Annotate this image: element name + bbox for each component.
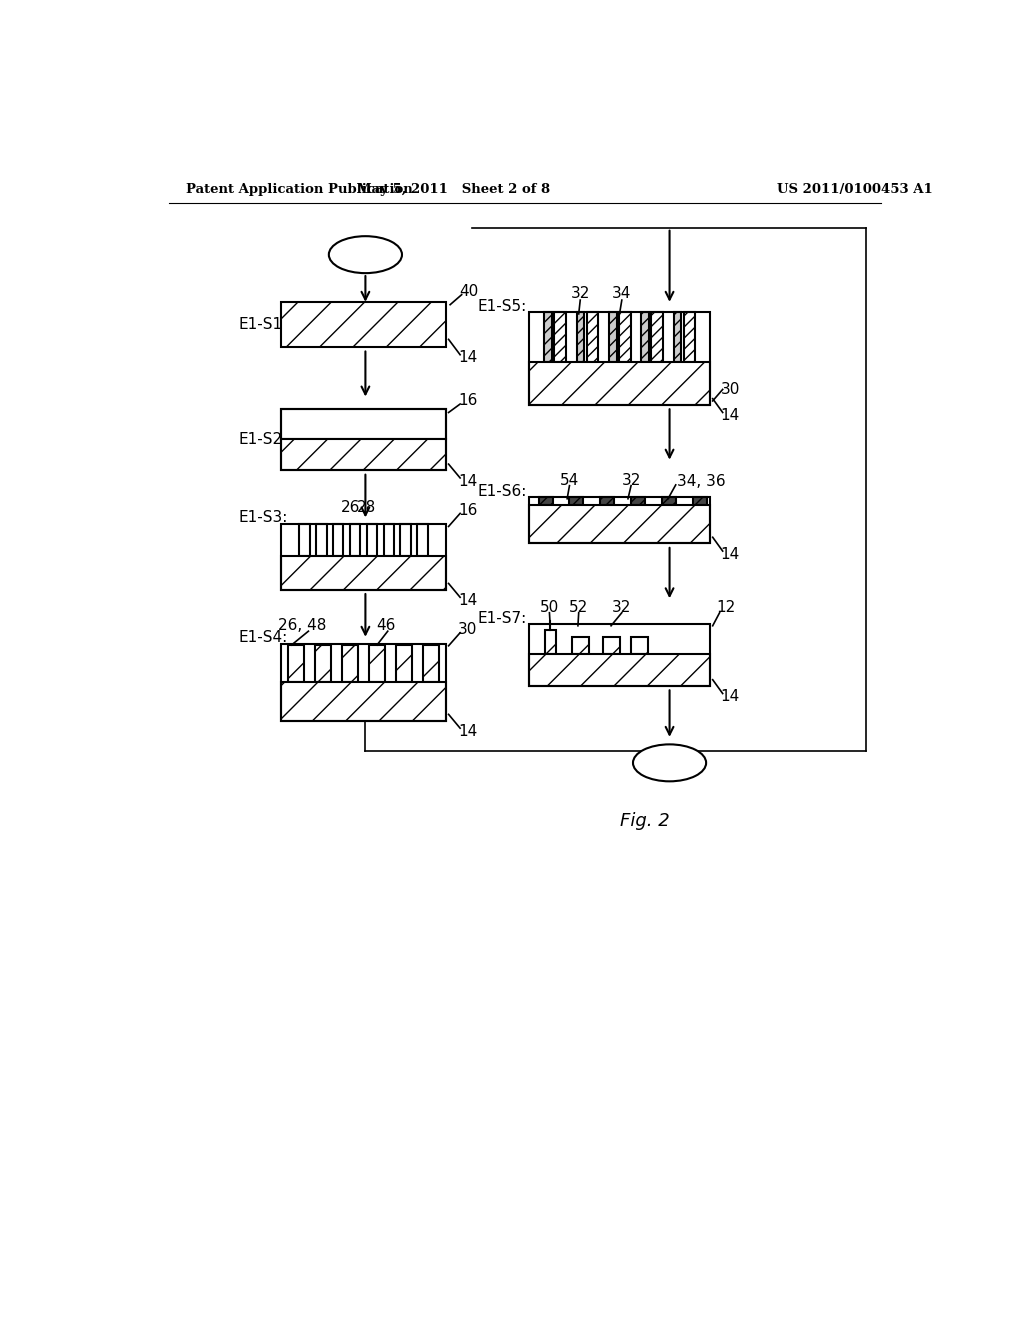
Text: 12: 12 bbox=[716, 599, 735, 615]
Text: Patent Application Publication: Patent Application Publication bbox=[186, 183, 413, 197]
Text: 32: 32 bbox=[570, 286, 590, 301]
Text: 14: 14 bbox=[458, 593, 477, 609]
Bar bbox=[333, 524, 343, 557]
Text: E1-S7:: E1-S7: bbox=[477, 611, 526, 626]
Bar bbox=[418, 524, 428, 557]
Bar bbox=[281, 302, 446, 347]
Bar bbox=[529, 498, 711, 544]
Text: 26: 26 bbox=[341, 500, 360, 515]
Text: 30: 30 bbox=[458, 622, 477, 638]
Bar bbox=[299, 524, 309, 557]
Text: 14: 14 bbox=[458, 350, 477, 366]
Bar bbox=[529, 624, 711, 686]
Bar bbox=[315, 524, 327, 557]
Bar bbox=[281, 682, 446, 721]
Text: 50: 50 bbox=[540, 599, 559, 615]
Bar bbox=[631, 636, 648, 653]
Text: E1-S3:: E1-S3: bbox=[239, 511, 288, 525]
Text: 34: 34 bbox=[612, 286, 632, 301]
Bar bbox=[539, 498, 553, 506]
Bar bbox=[529, 506, 711, 544]
Text: End: End bbox=[654, 754, 685, 772]
Bar bbox=[370, 645, 385, 682]
Text: 54: 54 bbox=[560, 473, 580, 488]
Bar bbox=[281, 644, 446, 721]
Text: 46: 46 bbox=[377, 618, 396, 632]
Text: 14: 14 bbox=[721, 689, 740, 704]
Text: May 5, 2011   Sheet 2 of 8: May 5, 2011 Sheet 2 of 8 bbox=[357, 183, 551, 197]
Text: 16: 16 bbox=[458, 503, 477, 517]
Bar bbox=[631, 498, 645, 506]
Bar bbox=[423, 645, 438, 682]
Text: 52: 52 bbox=[569, 599, 589, 615]
Bar bbox=[620, 313, 631, 363]
Text: US 2011/0100453 A1: US 2011/0100453 A1 bbox=[777, 183, 933, 197]
Bar bbox=[384, 524, 394, 557]
Bar bbox=[692, 498, 707, 506]
Bar bbox=[545, 631, 556, 653]
Text: E1-S1:: E1-S1: bbox=[239, 317, 288, 333]
Bar bbox=[651, 313, 663, 363]
Text: E1-S6:: E1-S6: bbox=[477, 483, 526, 499]
Bar bbox=[529, 653, 711, 686]
Bar bbox=[281, 409, 446, 470]
Text: 30: 30 bbox=[721, 381, 740, 397]
Text: 14: 14 bbox=[458, 723, 477, 739]
Bar bbox=[569, 498, 584, 506]
Bar bbox=[281, 524, 446, 590]
Ellipse shape bbox=[329, 236, 402, 273]
Bar bbox=[400, 524, 412, 557]
Bar bbox=[600, 498, 614, 506]
Text: E1-S2:: E1-S2: bbox=[239, 432, 288, 447]
Ellipse shape bbox=[633, 744, 707, 781]
Text: E1-S5:: E1-S5: bbox=[477, 298, 526, 314]
Bar bbox=[281, 557, 446, 590]
Bar bbox=[289, 645, 304, 682]
Bar bbox=[367, 524, 378, 557]
Bar bbox=[577, 313, 585, 363]
Bar bbox=[396, 645, 412, 682]
Bar bbox=[349, 524, 360, 557]
Bar bbox=[674, 313, 682, 363]
Bar bbox=[609, 313, 616, 363]
Text: 32: 32 bbox=[612, 599, 632, 615]
Text: 26, 48: 26, 48 bbox=[279, 618, 327, 632]
Text: E1-S4:: E1-S4: bbox=[239, 630, 288, 645]
Bar bbox=[641, 313, 649, 363]
Text: Begin: Begin bbox=[342, 246, 389, 264]
Bar bbox=[587, 313, 598, 363]
Text: 32: 32 bbox=[622, 473, 641, 488]
Bar bbox=[684, 313, 695, 363]
Text: 14: 14 bbox=[721, 546, 740, 562]
Text: 14: 14 bbox=[458, 474, 477, 488]
Text: 14: 14 bbox=[721, 408, 740, 424]
Bar bbox=[315, 645, 331, 682]
Bar bbox=[571, 636, 589, 653]
Bar bbox=[554, 313, 566, 363]
Bar bbox=[281, 440, 446, 470]
Text: 16: 16 bbox=[458, 393, 477, 408]
Text: 40: 40 bbox=[460, 284, 479, 300]
Bar bbox=[545, 313, 552, 363]
Bar bbox=[529, 313, 711, 405]
Text: 34, 36: 34, 36 bbox=[677, 474, 726, 490]
Bar bbox=[529, 363, 711, 405]
Bar bbox=[281, 409, 446, 440]
Bar bbox=[342, 645, 357, 682]
Bar bbox=[662, 498, 676, 506]
Bar bbox=[602, 636, 620, 653]
Text: 28: 28 bbox=[357, 500, 377, 515]
Text: Fig. 2: Fig. 2 bbox=[621, 812, 670, 829]
